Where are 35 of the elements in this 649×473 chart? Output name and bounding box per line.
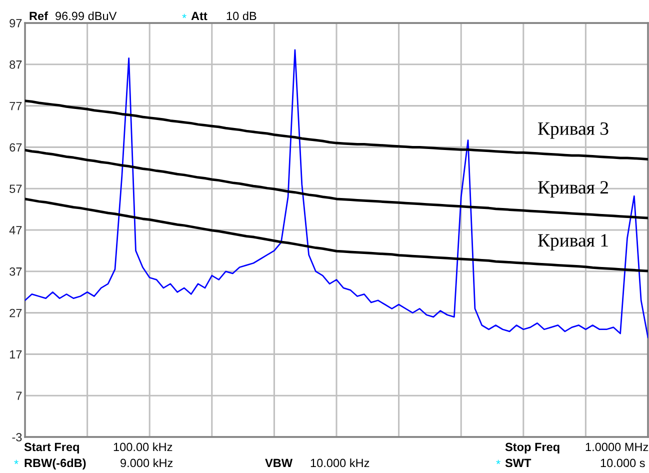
line-series bbox=[25, 198, 648, 272]
y-tick-label: 47 bbox=[9, 226, 22, 234]
series-label: Кривая 1 bbox=[538, 234, 608, 251]
line-series bbox=[25, 100, 648, 160]
text: Stop Freq bbox=[505, 442, 560, 454]
text: 96.99 dBuV bbox=[56, 12, 117, 20]
text: * bbox=[14, 460, 18, 464]
text: SWT bbox=[505, 458, 532, 468]
text: Start Freq bbox=[24, 442, 79, 454]
y-tick-label: 27 bbox=[10, 308, 22, 318]
series-label: Кривая 2 bbox=[538, 181, 608, 198]
text: * bbox=[496, 460, 500, 464]
text: 10 dB bbox=[226, 12, 256, 20]
line-series bbox=[25, 49, 648, 338]
text: VBW bbox=[265, 458, 293, 468]
text: 9.000 kHz bbox=[120, 458, 173, 468]
y-tick-label: 67 bbox=[10, 143, 22, 152]
y-tick-label: 87 bbox=[10, 60, 22, 69]
text: 10.000 s bbox=[600, 458, 645, 468]
series-label: Кривая 3 bbox=[538, 122, 608, 139]
y-tick-label: -3 bbox=[12, 433, 22, 442]
text: Ref bbox=[30, 12, 48, 20]
text: 10.000 kHz bbox=[310, 458, 370, 468]
text: * bbox=[182, 14, 186, 18]
y-tick-label: 7 bbox=[16, 392, 22, 400]
text: 1.0000 MHz bbox=[586, 442, 648, 452]
y-tick-label: 97 bbox=[10, 19, 22, 28]
text: 100.00 kHz bbox=[114, 442, 172, 452]
text: RBW(-6dB) bbox=[24, 458, 86, 470]
y-tick-label: 17 bbox=[10, 350, 22, 358]
text: Att bbox=[191, 12, 208, 20]
y-tick-label: 37 bbox=[10, 267, 22, 276]
line-series bbox=[25, 148, 648, 220]
y-tick-label: 57 bbox=[10, 184, 22, 193]
y-tick-label: 77 bbox=[10, 102, 22, 110]
